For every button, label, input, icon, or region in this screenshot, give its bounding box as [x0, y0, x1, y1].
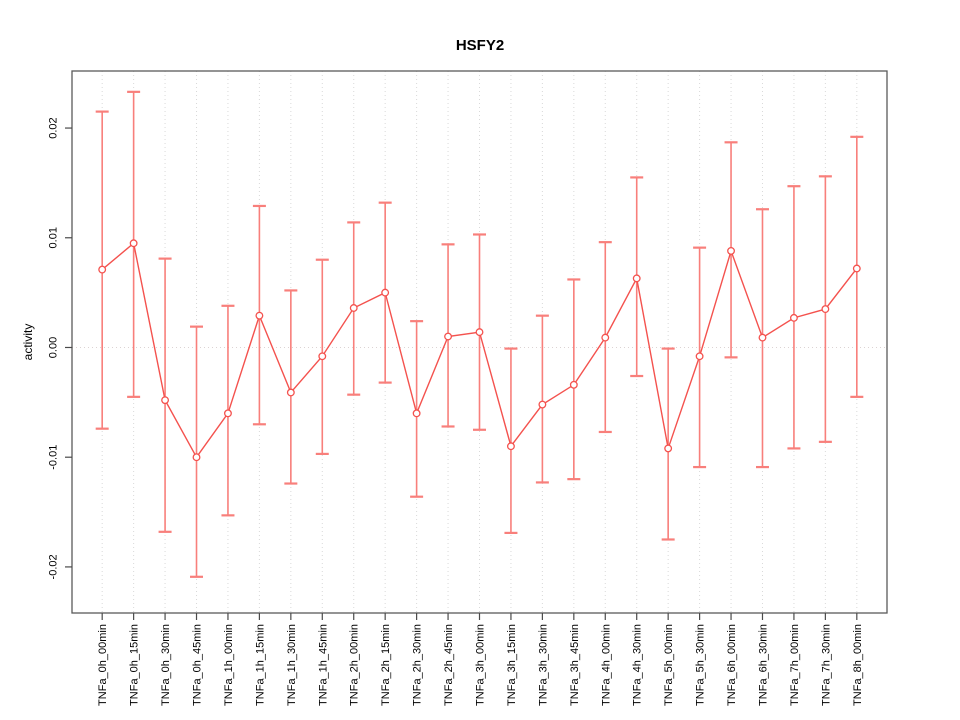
- x-tick-label: TNFa_0h_15min: [129, 624, 141, 706]
- x-tick-label: TNFa_7h_00min: [789, 624, 801, 706]
- x-tick-label: TNFa_0h_30min: [160, 624, 172, 706]
- x-tick-label: TNFa_2h_15min: [380, 624, 392, 706]
- x-tick-label: TNFa_4h_00min: [600, 624, 612, 706]
- data-point-marker: [381, 288, 390, 297]
- data-point-marker: [601, 333, 610, 342]
- y-tick-label: -0.01: [48, 445, 60, 470]
- chart-title: HSFY2: [455, 37, 505, 54]
- x-tick-label: TNFa_1h_00min: [223, 624, 235, 706]
- data-point-marker: [412, 409, 421, 418]
- x-tick-label: TNFa_5h_00min: [663, 624, 675, 706]
- x-tick-label: TNFa_1h_45min: [317, 624, 329, 706]
- x-tick-label: TNFa_3h_15min: [506, 624, 518, 706]
- data-point-marker: [475, 328, 484, 337]
- data-point-marker: [192, 453, 201, 462]
- data-point-marker: [727, 246, 735, 255]
- x-tick-label: TNFa_6h_00min: [726, 624, 738, 706]
- x-tick-label: TNFa_3h_00min: [475, 624, 487, 706]
- data-point-marker: [632, 274, 641, 283]
- data-point-marker: [664, 444, 673, 453]
- data-point-marker: [286, 388, 295, 397]
- data-point-marker: [569, 380, 578, 389]
- y-tick-label: -0.02: [48, 554, 60, 579]
- data-point-marker: [129, 239, 138, 248]
- x-tick-label: TNFa_2h_45min: [443, 624, 455, 706]
- data-point-marker: [255, 311, 264, 320]
- x-tick-label: TNFa_0h_45min: [192, 624, 204, 706]
- data-point-marker: [506, 442, 515, 451]
- x-tick-label: TNFa_3h_45min: [569, 624, 581, 706]
- data-point-marker: [538, 400, 547, 409]
- data-point-marker: [98, 265, 107, 274]
- y-tick-label: 0.00: [48, 337, 60, 358]
- data-point-marker: [852, 264, 861, 273]
- x-tick-label: TNFa_7h_30min: [820, 624, 832, 706]
- y-tick-label: 0.01: [48, 227, 60, 248]
- x-tick-label: TNFa_4h_30min: [632, 624, 644, 706]
- data-point-marker: [224, 409, 232, 418]
- x-tick-label: TNFa_8h_00min: [852, 624, 864, 706]
- data-point-marker: [758, 333, 767, 342]
- data-point-marker: [318, 352, 327, 361]
- data-point-marker: [789, 313, 798, 322]
- y-tick-label: 0.02: [48, 117, 60, 138]
- data-point-marker: [695, 352, 704, 361]
- data-point-marker: [444, 332, 453, 341]
- x-tick-label: TNFa_0h_00min: [97, 624, 109, 706]
- x-tick-label: TNFa_3h_30min: [537, 624, 549, 706]
- x-tick-label: TNFa_5h_30min: [695, 624, 707, 706]
- x-tick-label: TNFa_2h_00min: [349, 624, 361, 706]
- data-point-marker: [821, 305, 830, 314]
- x-tick-label: TNFa_6h_30min: [757, 624, 769, 706]
- x-tick-label: TNFa_2h_30min: [412, 624, 424, 706]
- data-point-marker: [161, 396, 170, 405]
- x-tick-label: TNFa_1h_30min: [286, 624, 298, 706]
- x-tick-label: TNFa_1h_15min: [254, 624, 266, 706]
- data-point-marker: [349, 304, 358, 312]
